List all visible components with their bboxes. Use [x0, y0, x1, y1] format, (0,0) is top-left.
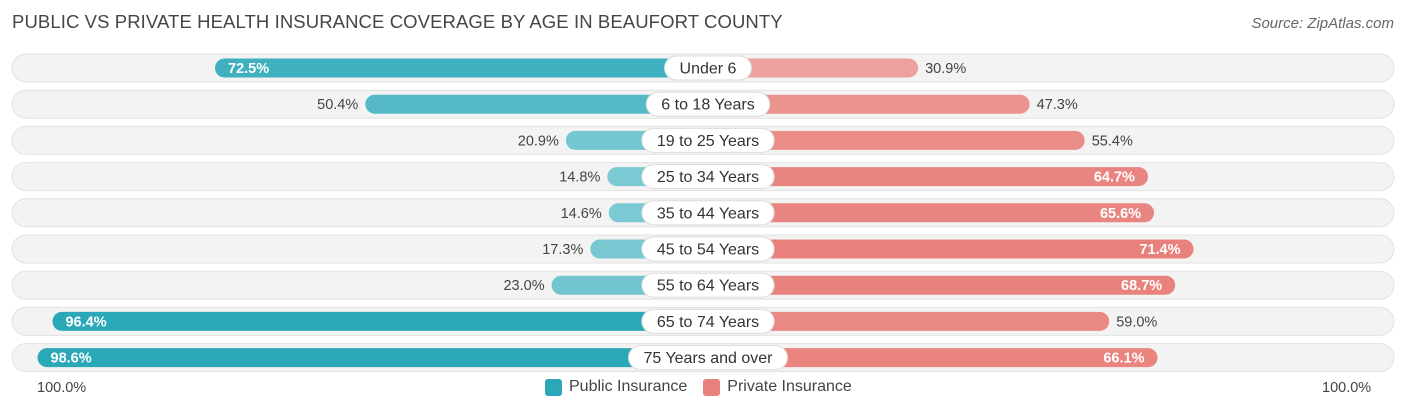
- private-bar: [708, 275, 1176, 295]
- private-value-label: 68.7%: [1121, 278, 1162, 294]
- category-pill: [664, 55, 752, 81]
- category-pill: [641, 236, 775, 262]
- public-value-label: 20.9%: [518, 133, 559, 149]
- public-bar: [215, 58, 708, 78]
- private-value-label: 30.9%: [925, 61, 966, 77]
- category-label: 65 to 74 Years: [657, 314, 759, 331]
- legend-item-public[interactable]: Public Insurance: [545, 378, 687, 396]
- public-value-label: 72.5%: [228, 61, 269, 77]
- private-value-label: 47.3%: [1037, 97, 1078, 113]
- category-label: 75 Years and over: [644, 350, 774, 367]
- category-pill: [628, 345, 788, 371]
- private-value-label: 59.0%: [1116, 314, 1157, 330]
- private-value-label: 66.1%: [1103, 351, 1144, 367]
- legend-swatch-private: [703, 378, 721, 396]
- category-pill: [641, 200, 775, 226]
- category-pill: [641, 164, 775, 190]
- public-value-label: 14.6%: [561, 206, 602, 222]
- public-bar: [37, 348, 708, 368]
- private-bar: [708, 167, 1148, 187]
- private-bar: [708, 348, 1158, 368]
- axis-left-label: 100.0%: [37, 380, 87, 396]
- category-pill: [641, 127, 775, 153]
- category-label: 55 to 64 Years: [657, 278, 759, 295]
- public-value-label: 98.6%: [51, 351, 92, 367]
- category-label: 19 to 25 Years: [657, 133, 759, 150]
- category-label: Under 6: [680, 61, 737, 78]
- private-bar: [708, 58, 919, 78]
- private-value-label: 71.4%: [1139, 242, 1180, 258]
- category-pill: [645, 91, 771, 117]
- public-value-label: 50.4%: [317, 97, 358, 113]
- public-value-label: 96.4%: [65, 314, 106, 330]
- private-bar: [708, 311, 1110, 331]
- public-bar: [365, 94, 708, 114]
- private-bar: [708, 203, 1155, 223]
- legend: Public Insurance Private Insurance: [545, 378, 868, 396]
- category-label: 6 to 18 Years: [661, 97, 754, 114]
- private-value-label: 64.7%: [1094, 170, 1135, 186]
- category-pill: [641, 272, 775, 298]
- legend-label-public: Public Insurance: [569, 378, 688, 395]
- legend-item-private[interactable]: Private Insurance: [703, 378, 852, 396]
- private-bar: [708, 239, 1194, 259]
- legend-label-private: Private Insurance: [727, 378, 852, 395]
- source-label: Source: ZipAtlas.com: [1251, 15, 1394, 32]
- legend-swatch-public: [545, 378, 562, 396]
- public-bar: [52, 311, 709, 331]
- category-label: 25 to 34 Years: [657, 169, 759, 186]
- public-value-label: 14.8%: [559, 170, 600, 186]
- public-value-label: 23.0%: [503, 278, 544, 294]
- private-value-label: 65.6%: [1100, 206, 1141, 222]
- chart-title: PUBLIC VS PRIVATE HEALTH INSURANCE COVER…: [12, 11, 783, 32]
- private-value-label: 55.4%: [1092, 133, 1133, 149]
- axis-right-label: 100.0%: [1322, 380, 1372, 396]
- category-label: 35 to 44 Years: [657, 205, 759, 222]
- category-pill: [641, 308, 775, 334]
- private-bar: [708, 130, 1085, 150]
- private-bar: [708, 94, 1030, 114]
- public-value-label: 17.3%: [542, 242, 583, 258]
- category-label: 45 to 54 Years: [657, 242, 759, 259]
